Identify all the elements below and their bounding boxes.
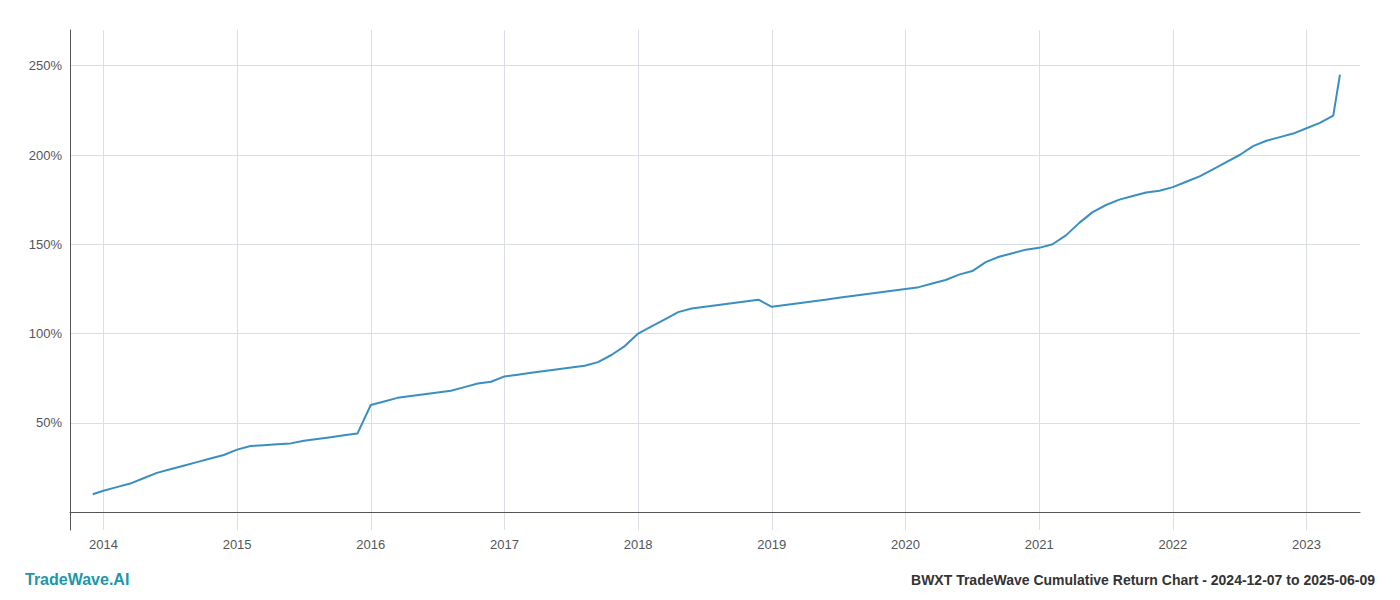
svg-text:BWXT TradeWave Cumulative Retu: BWXT TradeWave Cumulative Return Chart -…: [911, 572, 1375, 588]
svg-text:TradeWave.AI: TradeWave.AI: [25, 571, 129, 588]
svg-text:200%: 200%: [29, 148, 63, 163]
svg-text:150%: 150%: [29, 237, 63, 252]
svg-text:2017: 2017: [490, 537, 519, 552]
svg-text:2020: 2020: [891, 537, 920, 552]
svg-text:2023: 2023: [1292, 537, 1321, 552]
svg-text:2022: 2022: [1158, 537, 1187, 552]
svg-text:2016: 2016: [356, 537, 385, 552]
svg-text:2018: 2018: [624, 537, 653, 552]
svg-text:250%: 250%: [29, 58, 63, 73]
svg-text:2021: 2021: [1025, 537, 1054, 552]
svg-text:100%: 100%: [29, 326, 63, 341]
svg-text:50%: 50%: [36, 415, 62, 430]
svg-text:2014: 2014: [89, 537, 118, 552]
svg-text:2019: 2019: [757, 537, 786, 552]
svg-text:2015: 2015: [223, 537, 252, 552]
